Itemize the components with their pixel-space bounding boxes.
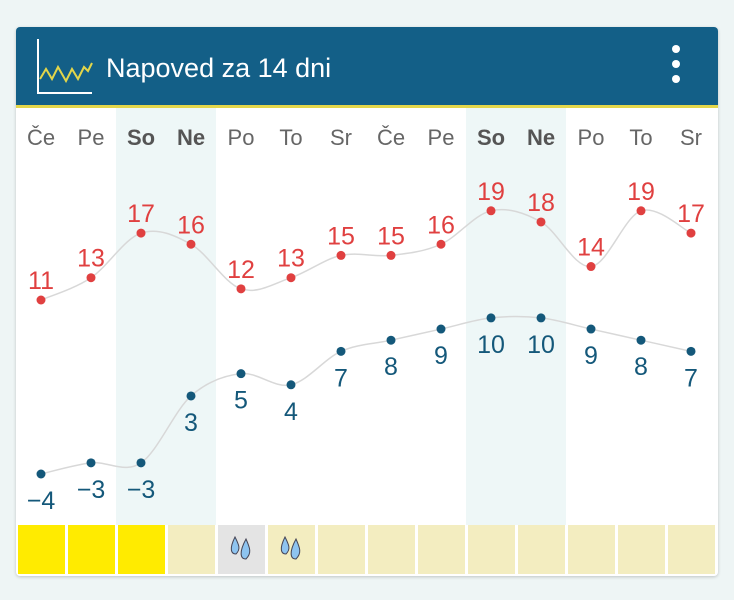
max-temp-label: 17	[677, 200, 705, 228]
min-temp-point	[636, 335, 646, 345]
min-temp-label: 7	[334, 364, 348, 392]
weather-cell-pale	[168, 525, 215, 574]
day-label[interactable]: Ne	[177, 125, 205, 150]
forecast-chart: Če Pe So Ne Po To Sr Če Pe So Ne Po To Sr 11 13 17 16 12 13…	[18, 108, 715, 574]
max-temp-label: 15	[377, 222, 405, 250]
rain-drop-icon	[240, 537, 251, 560]
forecast-card: Napoved za 14 dni Če Pe So Ne Po To Sr Če Pe So Ne…	[16, 27, 718, 576]
rain-drop-icon	[290, 537, 301, 560]
max-temp-point	[186, 239, 196, 249]
day-label[interactable]: Če	[27, 125, 55, 150]
max-temp-label: 17	[127, 200, 155, 228]
max-temp-point	[686, 228, 696, 238]
min-temp-label: 7	[684, 364, 698, 392]
max-temp-label: 11	[28, 267, 54, 295]
max-temp-point	[336, 250, 346, 260]
min-temp-label: −3	[77, 476, 106, 504]
weather-cell-sun	[18, 525, 65, 574]
max-temp-label: 13	[277, 245, 305, 273]
max-temp-point	[236, 284, 246, 294]
min-temp-point	[136, 458, 146, 468]
rain-drop-icon	[230, 535, 240, 555]
min-temp-label: 9	[434, 342, 448, 370]
day-label[interactable]: Ne	[527, 125, 555, 150]
min-temp-label: 5	[234, 387, 248, 415]
weekend-band	[116, 108, 166, 525]
line-chart-icon	[37, 39, 93, 94]
weather-cell-pale	[318, 525, 365, 574]
min-temp-point	[186, 391, 196, 401]
min-temp-point	[386, 335, 396, 345]
weather-cell-pale	[618, 525, 665, 574]
max-temp-label: 12	[227, 256, 255, 284]
min-temp-point	[36, 469, 46, 479]
max-temp-label: 16	[427, 211, 455, 239]
day-label[interactable]: Pe	[428, 125, 455, 150]
card-title: Napoved za 14 dni	[106, 53, 332, 83]
weather-cell-sun	[118, 525, 165, 574]
weather-cell-pale	[468, 525, 515, 574]
min-temp-point	[286, 380, 296, 390]
min-temp-point	[236, 369, 246, 379]
weather-cell-pale	[668, 525, 715, 574]
weather-cell-pale	[518, 525, 565, 574]
card-header: Napoved za 14 dni	[16, 27, 718, 108]
min-temp-label: 8	[634, 353, 648, 381]
max-temp-label: 19	[627, 178, 655, 206]
max-temp-point	[36, 295, 46, 305]
day-label[interactable]: Če	[377, 125, 405, 150]
min-temp-point	[686, 346, 696, 356]
min-temp-label: 9	[584, 342, 598, 370]
weather-cell-pale	[368, 525, 415, 574]
min-temp-point	[586, 324, 596, 334]
day-label[interactable]: Sr	[680, 125, 702, 150]
day-label[interactable]: Pe	[78, 125, 105, 150]
min-temp-label: −3	[127, 476, 156, 504]
min-temp-point	[486, 313, 496, 323]
min-temp-point	[336, 346, 346, 356]
max-temp-label: 13	[77, 245, 105, 273]
min-temp-label: 10	[527, 331, 555, 359]
day-label[interactable]: So	[127, 125, 155, 150]
max-temp-point	[436, 239, 446, 249]
max-temp-label: 18	[527, 189, 555, 217]
weekend-band	[166, 108, 216, 525]
day-label[interactable]: To	[279, 125, 302, 150]
weather-cell-pale	[418, 525, 465, 574]
max-temp-label: 15	[327, 222, 355, 250]
max-temp-point	[486, 206, 496, 216]
max-temp-point	[386, 250, 396, 260]
min-temp-line	[40, 315, 692, 475]
day-label[interactable]: Sr	[330, 125, 352, 150]
min-temp-point	[86, 458, 96, 468]
day-label[interactable]: Po	[578, 125, 605, 150]
more-vertical-icon[interactable]	[668, 45, 684, 89]
max-temp-point	[86, 273, 96, 283]
day-label[interactable]: So	[477, 125, 505, 150]
min-temp-label: 10	[477, 331, 505, 359]
max-temp-point	[286, 273, 296, 283]
rain-drop-icon	[280, 535, 290, 555]
max-temp-label: 19	[477, 178, 505, 206]
min-temp-point	[536, 313, 546, 323]
max-temp-point	[636, 206, 646, 216]
min-temp-label: 4	[284, 398, 298, 426]
day-label[interactable]: Po	[228, 125, 255, 150]
max-temp-point	[536, 217, 546, 227]
max-temp-label: 14	[577, 234, 605, 262]
weather-cell-pale	[568, 525, 615, 574]
min-temp-point	[436, 324, 446, 334]
min-temp-label: 3	[184, 409, 198, 437]
day-label[interactable]: To	[629, 125, 652, 150]
min-temp-label: 8	[384, 353, 398, 381]
max-temp-point	[586, 262, 596, 272]
min-temp-label: −4	[27, 487, 56, 515]
weather-cell-sun	[68, 525, 115, 574]
max-temp-label: 16	[177, 211, 205, 239]
max-temp-point	[136, 228, 146, 238]
